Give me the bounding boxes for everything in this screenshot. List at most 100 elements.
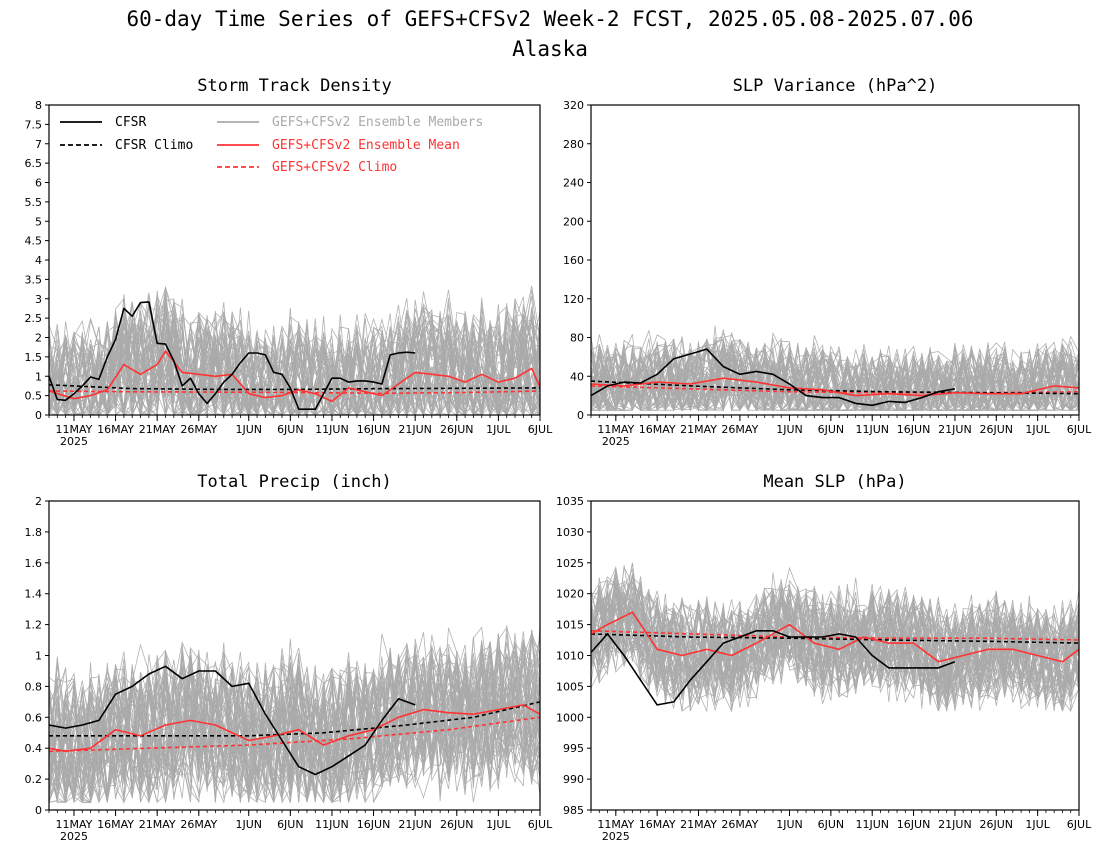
y-tick-label: 1005: [556, 680, 584, 693]
x-tick-label: 21MAY: [139, 818, 176, 831]
ensemble-member-line: [590, 567, 1080, 694]
ensemble-members-group: [48, 285, 541, 417]
gefs-cfsv2-climo-line: [590, 630, 1080, 641]
ensemble-member-line: [48, 310, 541, 417]
x-tick-label: 21JUN: [398, 423, 432, 436]
y-tick-label: 120: [563, 293, 584, 306]
ensemble-member-line: [48, 325, 541, 417]
panel-title: Storm Track Density: [197, 76, 391, 96]
x-tick-label: 21MAY: [139, 423, 176, 436]
y-tick-label: 3.5: [25, 273, 43, 286]
ensemble-member-line: [590, 591, 1080, 708]
cfsr-line: [590, 629, 956, 706]
x-tick-label: 16JUN: [357, 423, 391, 436]
ensemble-member-line: [48, 660, 541, 798]
x-tick-label: 16MAY: [97, 818, 134, 831]
ensemble-member-line: [590, 562, 1080, 699]
y-tick-label: 1000: [556, 711, 584, 724]
cfsr-climo-line: [590, 380, 1080, 395]
y-tick-label: 3: [35, 293, 42, 306]
y-tick-label: 1035: [556, 495, 584, 508]
y-tick-label: 0.5: [25, 390, 43, 403]
y-tick-label: 0: [35, 409, 42, 422]
gefs-cfsv2-ensemble-mean-line: [590, 611, 1080, 663]
gefs-cfsv2-ensemble-mean-line: [48, 704, 541, 753]
x-tick-label: 16JUN: [357, 818, 391, 831]
chart-panel: Total Precip (inch) 0 0.2 0.4 0.6 0.8 1 1.2 1.4 1…: [25, 472, 554, 843]
y-tick-label: 0: [577, 409, 584, 422]
y-tick-label: 160: [563, 254, 584, 267]
chart-panel: Mean SLP (hPa) 985 990 995 1000 1005 1010 1015 1…: [556, 472, 1092, 843]
legend-label-cfsr: CFSR: [115, 115, 146, 130]
ensemble-member-line: [590, 601, 1080, 712]
x-tick-label: 16MAY: [639, 818, 676, 831]
y-tick-label: 5.5: [25, 196, 43, 209]
chart-panel: Storm Track Density 0 0.5 1 1.5 2 2.5 3 3.5 4 4.5 5…: [25, 76, 554, 448]
x-tick-label: 21JUN: [938, 818, 972, 831]
ensemble-member-line: [590, 347, 1080, 412]
panel-title: SLP Variance (hPa^2): [733, 76, 938, 96]
x-tick-label: 6JUN: [818, 818, 845, 831]
y-tick-label: 320: [563, 99, 584, 112]
legend-label-ens-climo: GEFS+CFSv2 Climo: [272, 160, 397, 175]
y-tick-label: 985: [563, 804, 584, 817]
y-tick-label: 280: [563, 138, 584, 151]
y-tick-label: 1.2: [25, 619, 43, 632]
panel-title: Mean SLP (hPa): [763, 472, 906, 492]
x-tick-label: 6JUN: [277, 423, 304, 436]
x-tick-label: 1JUL: [1025, 423, 1050, 436]
y-tick-label: 6.5: [25, 157, 43, 170]
cfsr-line: [48, 301, 416, 411]
y-tick-label: 6: [35, 177, 42, 190]
x-tick-label: 11JUN: [315, 818, 349, 831]
y-tick-label: 995: [563, 742, 584, 755]
y-tick-label: 8: [35, 99, 42, 112]
x-year-label: 2025: [60, 830, 88, 843]
y-tick-label: 7: [35, 138, 42, 151]
y-tick-label: 0.2: [25, 773, 43, 786]
x-tick-label: 16JUN: [897, 423, 931, 436]
y-tick-label: 0.8: [25, 680, 43, 693]
x-tick-label: 6JUL: [1067, 818, 1092, 831]
y-tick-label: 1.8: [25, 526, 43, 539]
ensemble-member-line: [590, 590, 1080, 699]
x-tick-label: 21JUN: [398, 818, 432, 831]
cfsr-climo-line: [590, 633, 1080, 644]
x-tick-label: 1JUL: [486, 818, 511, 831]
x-tick-label: 16MAY: [639, 423, 676, 436]
x-tick-label: 1JUN: [235, 423, 262, 436]
x-tick-label: 1JUL: [1025, 818, 1050, 831]
ensemble-member-line: [48, 649, 541, 803]
y-tick-label: 1: [35, 650, 42, 663]
x-tick-label: 26MAY: [180, 818, 217, 831]
x-tick-label: 1JUN: [776, 423, 803, 436]
gefs-cfsv2-ensemble-mean-line: [48, 350, 541, 403]
ensemble-member-line: [590, 325, 1080, 412]
ensemble-member-line: [48, 312, 541, 416]
y-tick-label: 80: [570, 332, 584, 345]
legend-label-ens-mean: GEFS+CFSv2 Ensemble Mean: [272, 138, 460, 153]
panel-title: Total Precip (inch): [197, 472, 391, 492]
ensemble-member-line: [590, 583, 1080, 709]
ensemble-member-line: [48, 307, 541, 417]
x-tick-label: 26JUN: [440, 423, 474, 436]
y-tick-label: 1.4: [25, 588, 43, 601]
y-tick-label: 1030: [556, 526, 584, 539]
y-tick-label: 1025: [556, 557, 584, 570]
y-tick-label: 200: [563, 215, 584, 228]
y-tick-label: 40: [570, 370, 584, 383]
x-tick-label: 11JUN: [315, 423, 349, 436]
x-tick-label: 26MAY: [721, 423, 758, 436]
x-tick-label: 6JUL: [1067, 423, 1092, 436]
y-tick-label: 1.5: [25, 351, 43, 364]
gefs-cfsv2-ensemble-mean-line: [590, 377, 1080, 397]
ensemble-member-line: [590, 336, 1080, 412]
gefs-cfsv2-climo-line: [48, 716, 541, 753]
cfsr-line: [48, 665, 416, 776]
y-tick-label: 2.5: [25, 312, 43, 325]
ensemble-member-line: [590, 342, 1080, 412]
x-tick-label: 1JUN: [235, 818, 262, 831]
y-tick-label: 4: [35, 254, 42, 267]
ensemble-member-line: [590, 339, 1080, 412]
ensemble-member-line: [48, 627, 541, 803]
